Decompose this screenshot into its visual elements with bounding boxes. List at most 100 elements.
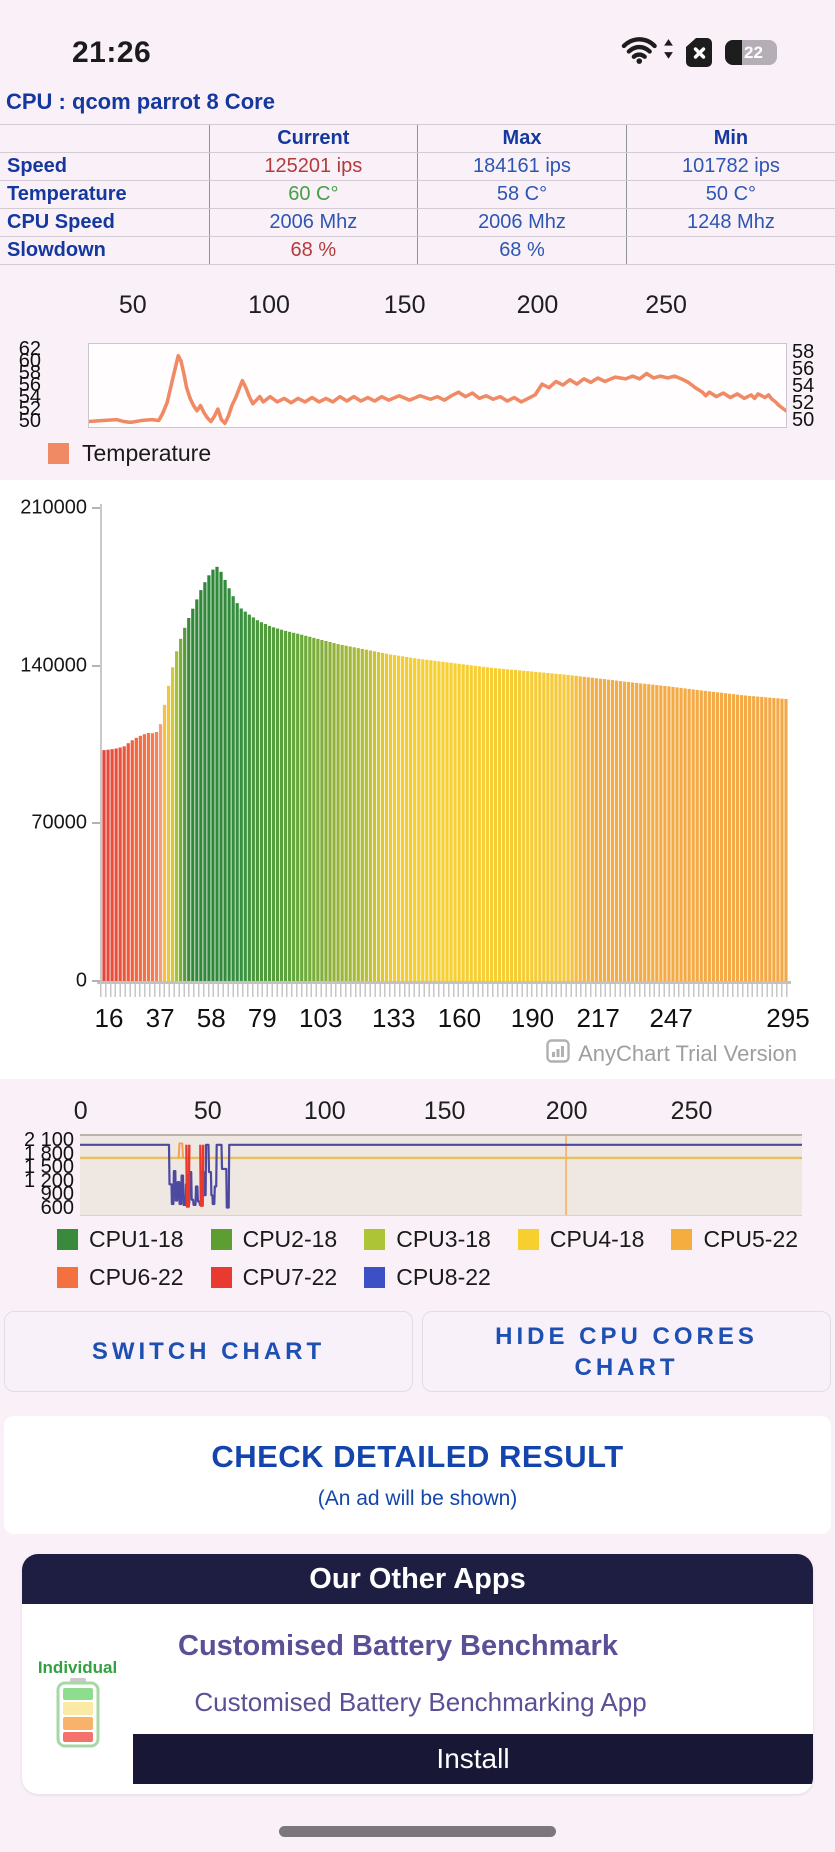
x-tick-label: 160	[437, 1003, 482, 1033]
temp-min: 50 C°	[625, 180, 835, 209]
table-row-cpu-speed: CPU Speed 2006 Mhz 2006 Mhz 1248 Mhz	[0, 208, 835, 237]
ad-header: Our Other Apps	[22, 1554, 813, 1604]
speed-chart-tick-marks	[100, 984, 788, 997]
speed-min: 101782 ips	[625, 152, 835, 181]
cpu-cores-plot-area	[80, 1134, 802, 1216]
home-indicator[interactable]	[279, 1826, 556, 1837]
x-tick-label: 247	[649, 1003, 693, 1033]
ad-app-subtitle: Customised Battery Benchmarking App	[194, 1687, 647, 1717]
legend-swatch	[671, 1229, 693, 1250]
slowdown-current: 68 %	[208, 236, 418, 265]
x-tick-label: 190	[510, 1003, 555, 1033]
y-tick-label: 900	[40, 1183, 74, 1205]
slowdown-max: 68 %	[417, 236, 627, 265]
anychart-watermark: AnyChart Trial Version	[0, 1039, 797, 1069]
legend-item-cpu5-22[interactable]: CPU5-22	[671, 1226, 798, 1253]
legend-swatch	[364, 1267, 386, 1288]
cpu-stats-table: Current Max Min Speed 125201 ips 184161 …	[0, 124, 835, 265]
y-tick-label: 140000	[20, 654, 87, 677]
legend-label: CPU5-22	[703, 1226, 799, 1252]
legend-label: CPU8-22	[396, 1264, 491, 1290]
legend-item-cpu7-22[interactable]: CPU7-22	[210, 1264, 338, 1291]
hide-cpu-cores-chart-button[interactable]: HIDE CPU CORES CHART	[422, 1311, 831, 1392]
temperature-legend-swatch	[48, 442, 69, 464]
x-tick-label: 50	[193, 1097, 222, 1125]
y-tick-label: 60	[18, 350, 41, 372]
switch-chart-button[interactable]: SWITCH CHART	[4, 1311, 413, 1392]
y-tick-label: 600	[40, 1196, 74, 1219]
legend-label: CPU3-18	[396, 1226, 491, 1252]
row-label: Slowdown	[0, 236, 209, 265]
y-tick-label: 52	[792, 392, 815, 414]
x-tick-label: 217	[576, 1003, 620, 1033]
no-sim-icon	[686, 37, 713, 68]
ad-content: Customised Battery Benchmark Customised …	[133, 1616, 813, 1784]
ad-app-icon-label: Individual	[37, 1658, 118, 1677]
y-tick-label: 1 500	[23, 1156, 74, 1178]
table-row-speed: Speed 125201 ips 184161 ips 101782 ips	[0, 152, 835, 181]
legend-item-cpu8-22[interactable]: CPU8-22	[364, 1264, 491, 1291]
battery-icon: 22	[725, 40, 777, 65]
temperature-y-axis-left: 62 60 58 56 54 52 50	[0, 339, 88, 432]
y-tick-label: 0	[75, 969, 87, 992]
ad-notice-label: (An ad will be shown)	[317, 1487, 518, 1510]
y-tick-label: 50	[18, 410, 41, 432]
y-tick-label: 54	[18, 386, 41, 408]
x-tick-label: 200	[516, 291, 559, 319]
network-activity-arrows-icon	[663, 38, 674, 67]
y-tick-label: 56	[18, 374, 41, 396]
y-tick-label: 210000	[20, 496, 87, 519]
table-header-row: Current Max Min	[0, 124, 835, 153]
cpu-cores-y-axis: 2 100 1 800 1 500 1 200 900 600	[0, 1129, 80, 1219]
temperature-legend[interactable]: Temperature	[48, 440, 835, 466]
y-tick-label: 54	[792, 375, 815, 397]
ad-app-icon: Individual	[22, 1616, 133, 1784]
x-tick-label: 50	[118, 291, 147, 319]
cpuspeed-max: 2006 Mhz	[417, 208, 627, 237]
y-tick-label: 56	[792, 358, 815, 380]
status-icons: 22	[621, 35, 777, 70]
ad-body: Individual Customised Battery Benchmark …	[22, 1604, 813, 1794]
x-tick-label: 58	[196, 1003, 226, 1033]
temperature-y-axis-right: 58 56 54 52 50	[787, 341, 835, 430]
y-tick-label: 1 200	[23, 1169, 74, 1192]
check-detailed-result-label: CHECK DETAILED RESULT	[211, 1439, 624, 1474]
clock: 21:26	[72, 36, 152, 69]
temperature-legend-label: Temperature	[82, 439, 212, 466]
speed-chart-plot-area	[100, 504, 788, 981]
x-tick-label: 16	[94, 1003, 124, 1033]
y-tick-label: 58	[18, 362, 41, 384]
legend-label: CPU7-22	[242, 1264, 338, 1290]
header-min: Min	[625, 124, 835, 153]
y-tick-mark	[92, 822, 100, 825]
x-tick-label: 103	[299, 1003, 343, 1033]
legend-swatch	[517, 1229, 539, 1250]
legend-item-cpu2-18[interactable]: CPU2-18	[210, 1226, 338, 1253]
page-title: CPU : qcom parrot 8 Core	[6, 89, 275, 114]
cpu-cores-chart-section: 0 50 100 150 200 250 2 100 1 800 1 500 1 200 900 6…	[0, 1097, 835, 1291]
legend-label: CPU1-18	[89, 1226, 184, 1252]
x-tick-label: 150	[423, 1097, 466, 1125]
legend-item-cpu4-18[interactable]: CPU4-18	[517, 1226, 644, 1253]
speed-max: 184161 ips	[417, 152, 627, 181]
temperature-plot-area	[88, 343, 787, 428]
y-tick-label: 58	[792, 341, 815, 363]
check-detailed-result-card[interactable]: CHECK DETAILED RESULT (An ad will be sho…	[4, 1416, 831, 1534]
legend-item-cpu3-18[interactable]: CPU3-18	[364, 1226, 491, 1253]
chart-logo-icon	[546, 1039, 570, 1069]
x-tick-label: 133	[372, 1003, 416, 1033]
legend-item-cpu6-22[interactable]: CPU6-22	[57, 1264, 184, 1291]
y-tick-mark	[92, 507, 100, 509]
x-tick-label: 200	[545, 1097, 588, 1125]
x-tick-label: 100	[248, 291, 290, 319]
legend-item-cpu1-18[interactable]: CPU1-18	[57, 1226, 184, 1253]
legend-swatch	[57, 1267, 78, 1288]
battery-app-icon	[55, 1678, 101, 1753]
legend-label: CPU2-18	[242, 1226, 338, 1252]
y-tick-label: 2 100	[23, 1129, 74, 1151]
speed-current: 125201 ips	[208, 152, 418, 181]
legend-label: CPU6-22	[89, 1264, 184, 1290]
install-button[interactable]: Install	[133, 1734, 813, 1784]
x-tick-label: 250	[645, 291, 687, 319]
watermark-text: AnyChart Trial Version	[578, 1041, 797, 1066]
